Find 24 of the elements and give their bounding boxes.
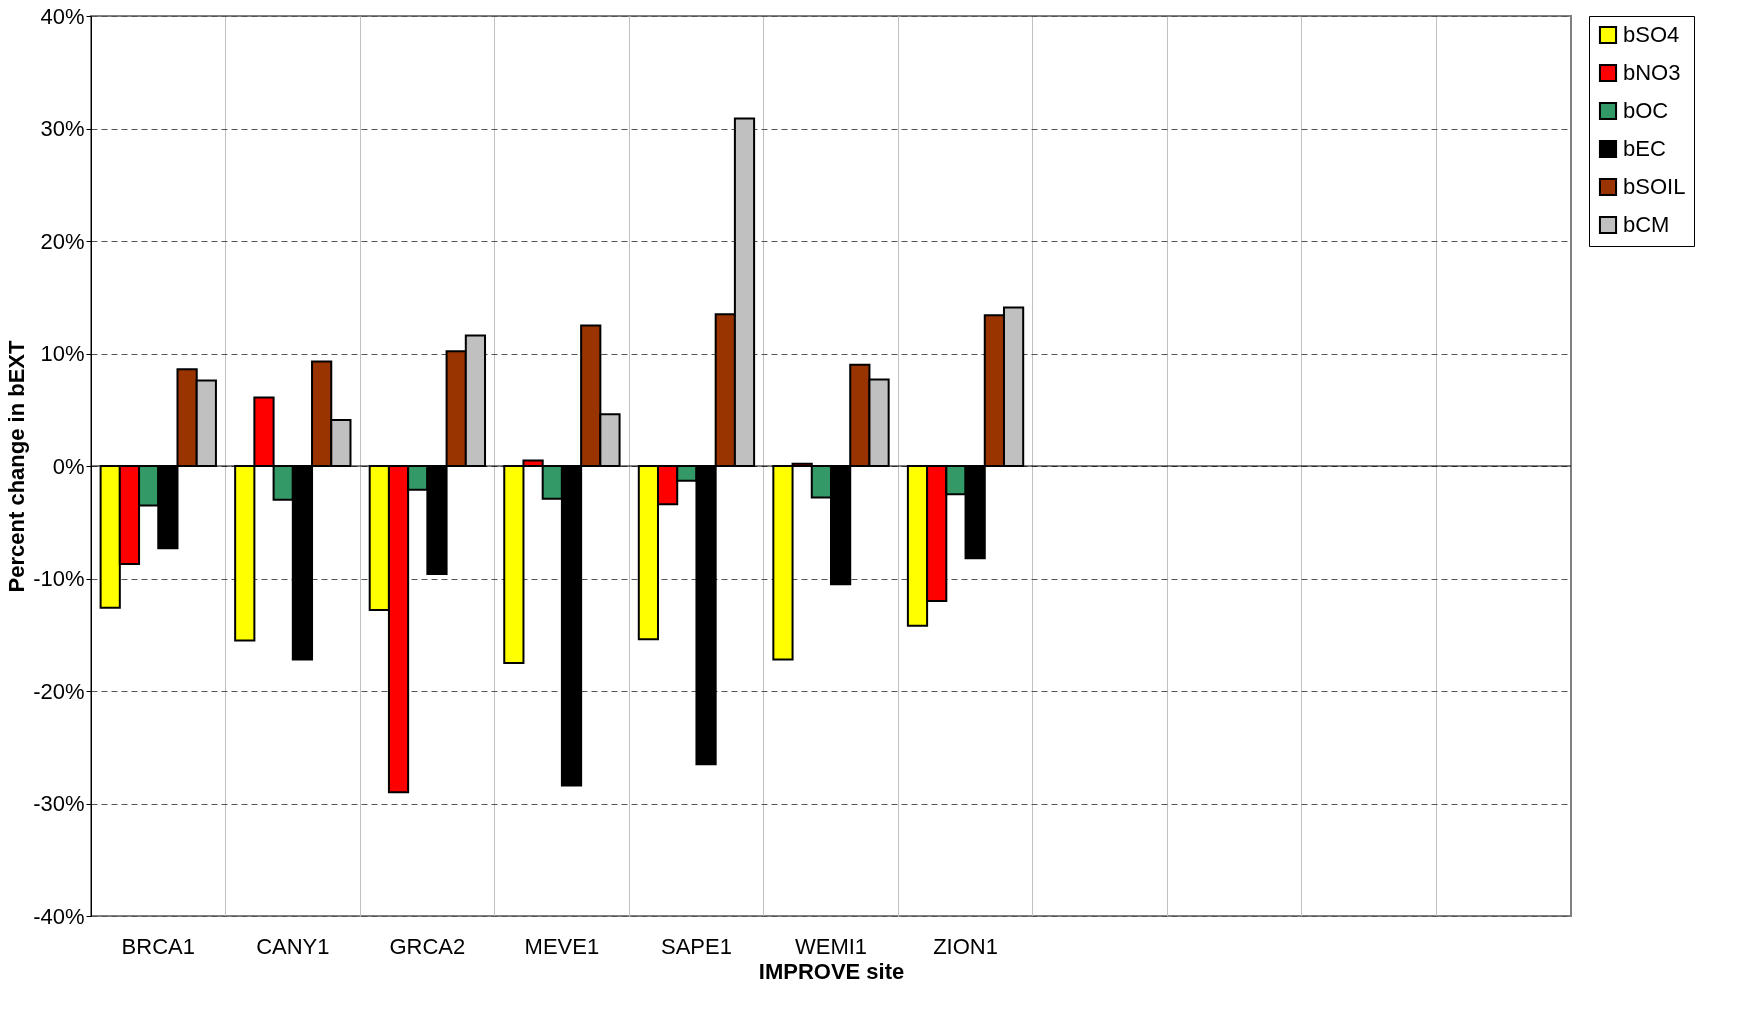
y-axis-title: Percent change in bEXT — [4, 340, 30, 593]
y-tick-label: -40% — [33, 903, 85, 929]
x-tick-label: MEVE1 — [524, 933, 600, 959]
y-tick-label: -10% — [33, 566, 85, 591]
x-tick-label: ZION1 — [933, 933, 998, 959]
y-tick-label: 20% — [40, 228, 85, 254]
y-tick-label: -20% — [33, 678, 85, 704]
x-tick-label: WEMI1 — [794, 933, 868, 959]
legend-label: bNO3 — [1623, 60, 1681, 85]
legend-label: bOC — [1623, 98, 1669, 123]
y-tick-label: 30% — [40, 116, 85, 141]
y-tick-label: 10% — [40, 341, 85, 366]
x-tick-label: CANY1 — [256, 933, 330, 959]
legend-label: bSO4 — [1623, 22, 1680, 47]
legend-label: bCM — [1623, 212, 1670, 237]
legend-label: bEC — [1623, 136, 1666, 161]
y-tick-label: 0% — [52, 453, 85, 479]
x-axis-title: IMPROVE site — [758, 958, 905, 984]
x-tick-label: SAPE1 — [660, 933, 732, 959]
y-tick-label: 40% — [40, 3, 85, 29]
y-tick-label: -30% — [33, 791, 85, 816]
x-tick-label: BRCA1 — [121, 933, 195, 959]
legend-label: bSOIL — [1623, 174, 1686, 199]
x-tick-label: GRCA2 — [389, 933, 466, 959]
